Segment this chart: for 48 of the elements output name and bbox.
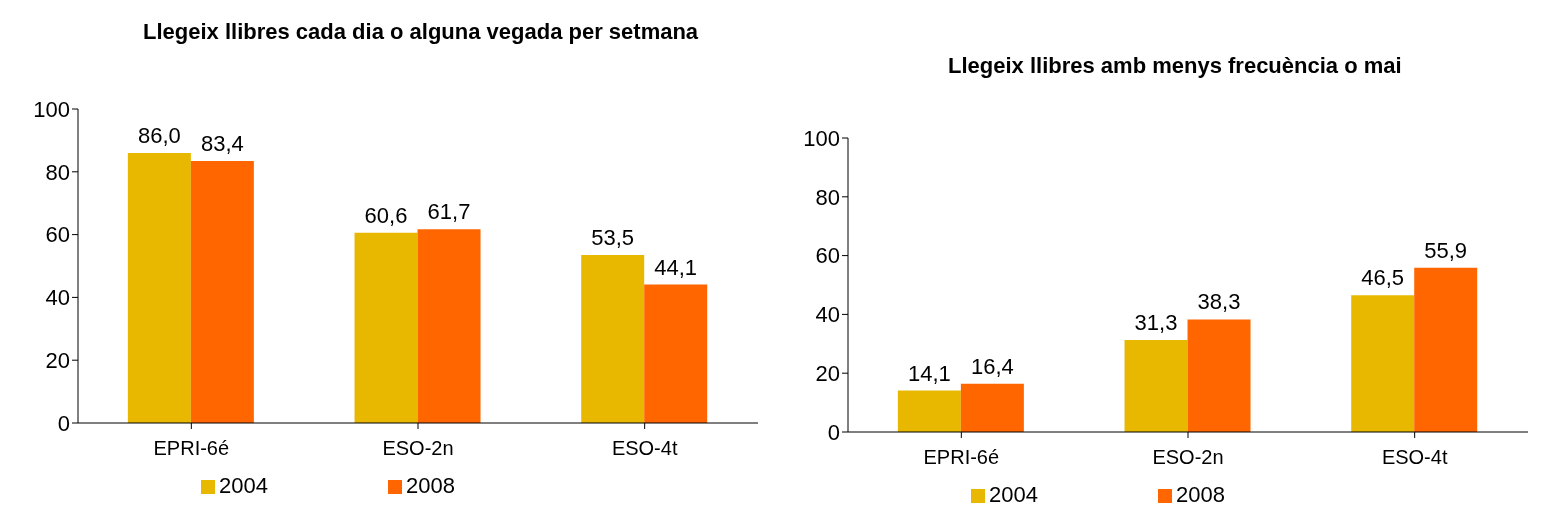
bar	[354, 232, 418, 423]
y-tick-label: 80	[45, 159, 70, 185]
x-tick-label: EPRI-6é	[923, 446, 1000, 469]
chart-title: Llegeix llibres amb menys frecuència o mai	[948, 52, 1402, 80]
bar	[1351, 295, 1415, 432]
data-label: 61,7	[427, 199, 471, 225]
y-tick-label: 0	[827, 419, 840, 445]
y-tick-label: 100	[803, 125, 840, 151]
data-label: 60,6	[364, 202, 408, 228]
y-tick-label: 60	[815, 243, 840, 269]
bar	[417, 229, 481, 423]
legend-label: 2004	[219, 473, 268, 498]
x-tick-label: ESO-2n	[382, 437, 454, 460]
bar	[960, 383, 1024, 432]
y-tick-label: 80	[815, 184, 840, 210]
chart-title: Llegeix llibres cada dia o alguna vegada per setmana	[143, 18, 699, 46]
data-label: 16,4	[970, 353, 1014, 379]
x-tick-label: EPRI-6é	[153, 437, 230, 460]
data-label: 83,4	[200, 131, 244, 157]
data-label: 46,5	[1361, 265, 1405, 291]
legend-label: 2008	[1176, 482, 1225, 507]
bar	[581, 255, 645, 423]
data-label: 55,9	[1424, 237, 1468, 263]
data-label: 86,0	[137, 122, 181, 148]
data-label: 14,1	[907, 360, 951, 386]
x-tick-label: ESO-2n	[1152, 446, 1224, 469]
y-tick-label: 40	[815, 302, 840, 328]
x-tick-label: ESO-4t	[611, 437, 678, 460]
y-tick-label: 40	[45, 285, 70, 311]
bar	[1124, 339, 1188, 432]
x-tick-label: ESO-4t	[1381, 446, 1448, 469]
y-tick-label: 20	[815, 361, 840, 387]
bar	[1414, 267, 1478, 432]
y-tick-label: 0	[57, 410, 70, 436]
bar	[127, 152, 191, 423]
data-label: 31,3	[1134, 309, 1178, 335]
data-label: 44,1	[654, 254, 698, 280]
legend-label: 2008	[406, 473, 455, 498]
bar	[897, 390, 961, 432]
legend-label: 2004	[989, 482, 1038, 507]
data-label: 53,5	[591, 225, 635, 251]
bar	[644, 284, 708, 423]
bar	[1187, 319, 1251, 432]
data-label: 38,3	[1197, 289, 1241, 315]
bar	[190, 161, 254, 423]
y-tick-label: 100	[33, 96, 70, 122]
y-tick-label: 20	[45, 348, 70, 374]
y-tick-label: 60	[45, 222, 70, 248]
